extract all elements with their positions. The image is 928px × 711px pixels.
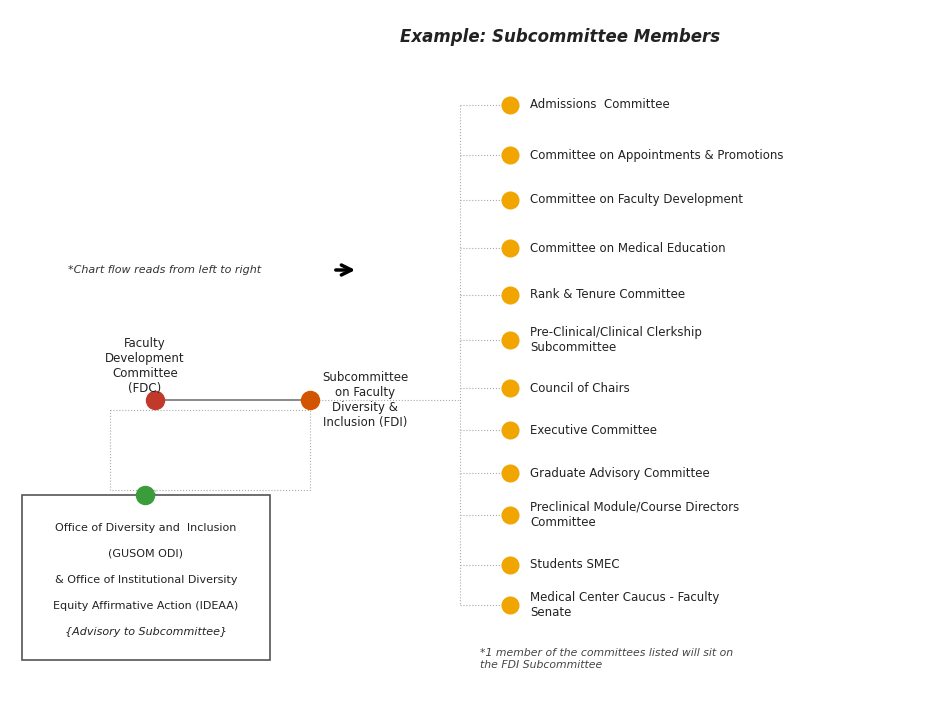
Text: Committee on Appointments & Promotions: Committee on Appointments & Promotions — [530, 149, 782, 161]
Text: Faculty
Development
Committee
(FDC): Faculty Development Committee (FDC) — [105, 337, 185, 395]
Text: Office of Diversity and  Inclusion: Office of Diversity and Inclusion — [56, 523, 237, 533]
Text: *Chart flow reads from left to right: *Chart flow reads from left to right — [68, 265, 261, 275]
Text: Equity Affirmative Action (IDEAA): Equity Affirmative Action (IDEAA) — [53, 601, 238, 611]
Text: Pre-Clinical/Clinical Clerkship
Subcommittee: Pre-Clinical/Clinical Clerkship Subcommi… — [530, 326, 702, 354]
Text: Executive Committee: Executive Committee — [530, 424, 656, 437]
Text: Example: Subcommittee Members: Example: Subcommittee Members — [400, 28, 719, 46]
Text: Rank & Tenure Committee: Rank & Tenure Committee — [530, 289, 684, 301]
FancyBboxPatch shape — [22, 495, 270, 660]
Text: & Office of Institutional Diversity: & Office of Institutional Diversity — [55, 575, 237, 585]
Text: Medical Center Caucus - Faculty
Senate: Medical Center Caucus - Faculty Senate — [530, 591, 718, 619]
Text: Committee on Medical Education: Committee on Medical Education — [530, 242, 725, 255]
Text: *1 member of the committees listed will sit on
the FDI Subcommittee: *1 member of the committees listed will … — [480, 648, 732, 670]
Text: Council of Chairs: Council of Chairs — [530, 382, 629, 395]
Text: Committee on Faculty Development: Committee on Faculty Development — [530, 193, 742, 206]
Text: Subcommittee
on Faculty
Diversity &
Inclusion (FDI): Subcommittee on Faculty Diversity & Incl… — [321, 371, 407, 429]
Text: Graduate Advisory Committee: Graduate Advisory Committee — [530, 466, 709, 479]
Text: Admissions  Committee: Admissions Committee — [530, 99, 669, 112]
Text: Preclinical Module/Course Directors
Committee: Preclinical Module/Course Directors Comm… — [530, 501, 739, 529]
Text: Students SMEC: Students SMEC — [530, 559, 619, 572]
Text: (GUSOM ODI): (GUSOM ODI) — [109, 549, 184, 559]
Text: {Advisory to Subcommittee}: {Advisory to Subcommittee} — [65, 627, 226, 637]
